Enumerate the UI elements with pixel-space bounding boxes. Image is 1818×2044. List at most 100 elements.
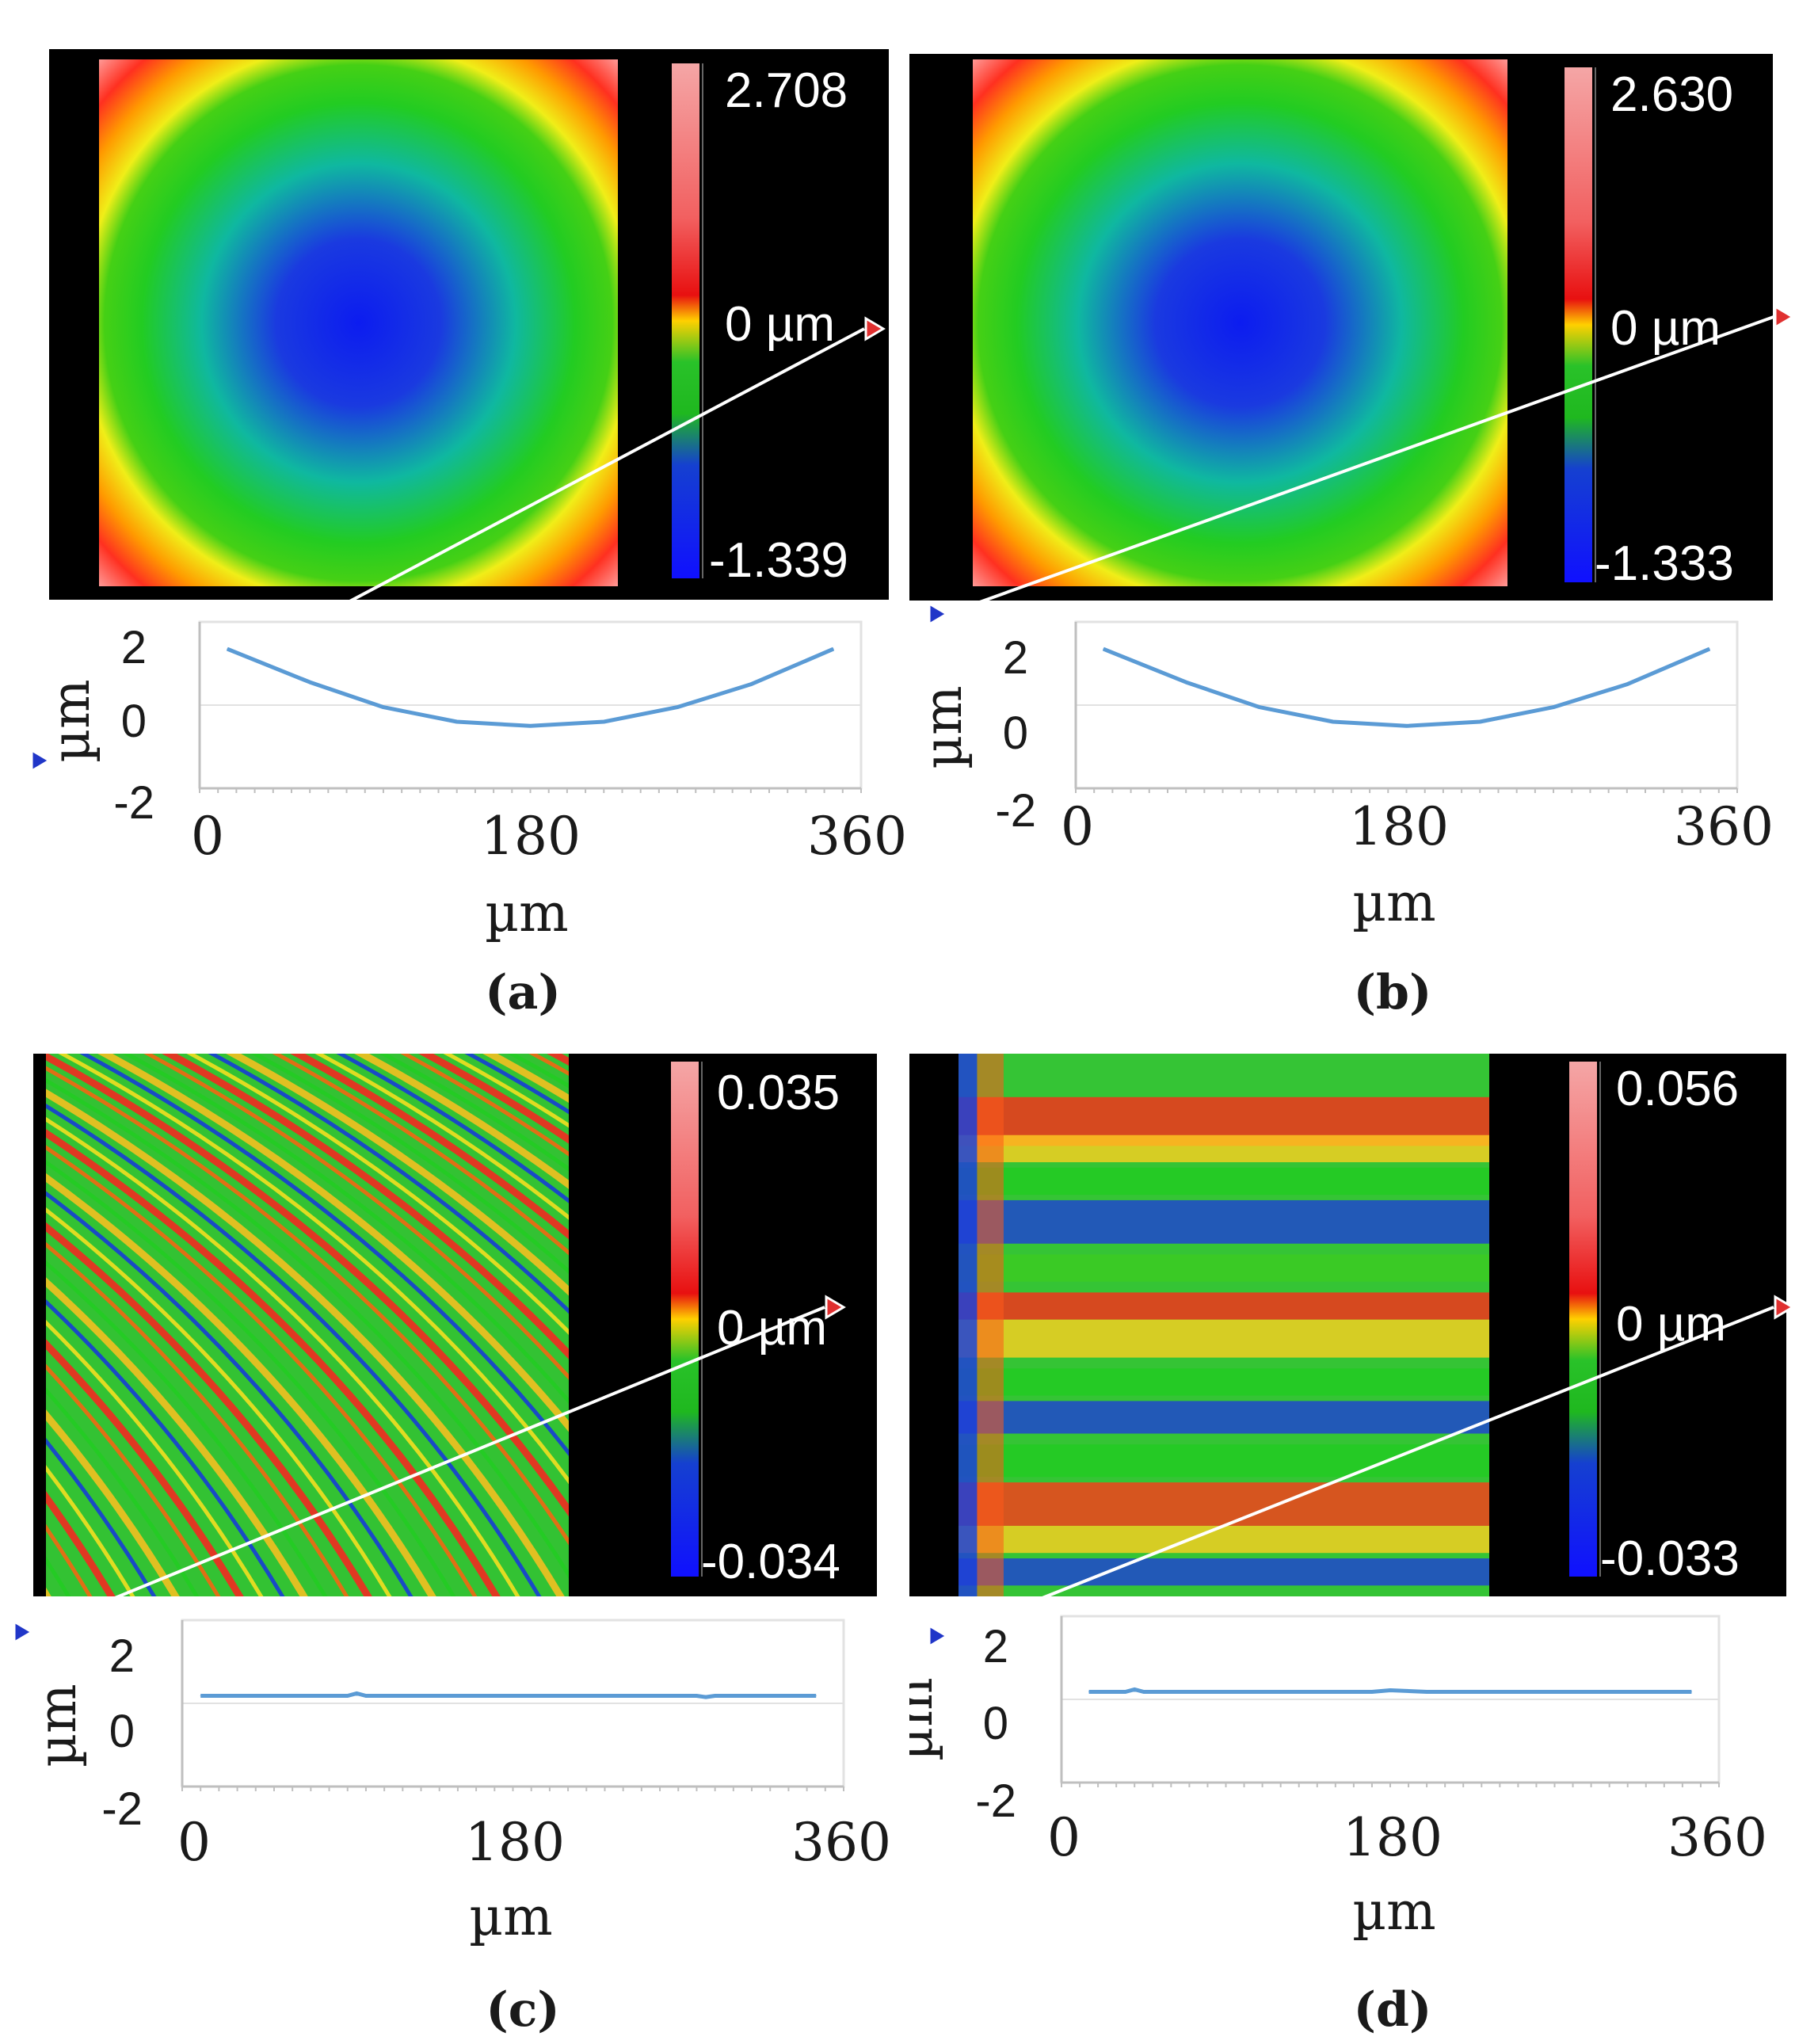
colorbar-min-label: -1.333 xyxy=(1595,536,1734,591)
scan-start-marker xyxy=(928,601,949,627)
texture-streak xyxy=(250,1054,569,1275)
profile-point xyxy=(365,1695,367,1697)
colorbar-mid-label: 0 µm xyxy=(725,297,835,352)
profile-point xyxy=(1626,684,1628,685)
panel-caption: (d) xyxy=(1353,1982,1432,2038)
scan-end-marker xyxy=(1774,1295,1795,1320)
x-tick-label: 360 xyxy=(807,806,907,867)
height-map-surface xyxy=(973,59,1507,586)
scan-start-marker xyxy=(30,748,51,773)
x-tick-label: 180 xyxy=(481,806,581,867)
colorbar xyxy=(671,1062,699,1577)
texture-streak xyxy=(46,1160,456,1596)
texture-band xyxy=(959,1558,1489,1586)
texture-edge xyxy=(959,1054,978,1596)
colorbar-mid-label: 0 µm xyxy=(1616,1297,1726,1352)
texture-streak xyxy=(46,1089,565,1596)
scan-line xyxy=(48,327,865,762)
profile-point xyxy=(1690,1691,1692,1693)
profile-point xyxy=(1709,648,1710,650)
profile-point xyxy=(833,648,834,650)
height-map-surface xyxy=(99,59,618,586)
texture-band xyxy=(959,1319,1489,1358)
x-axis-label: µm xyxy=(469,1886,552,1947)
scan-end-marker xyxy=(1774,304,1795,330)
texture-streak xyxy=(46,1339,244,1596)
texture-streak xyxy=(46,1387,200,1596)
profile-point xyxy=(750,684,752,685)
colorbar-min-label: -0.033 xyxy=(1600,1531,1740,1586)
profile-point xyxy=(696,1695,697,1697)
profile-point xyxy=(200,1695,201,1697)
texture-streak xyxy=(46,1054,569,1517)
x-tick-label: 360 xyxy=(1674,796,1774,857)
scan-line xyxy=(946,1306,1774,1638)
x-tick-label: 360 xyxy=(1667,1807,1767,1868)
texture-streak xyxy=(97,1054,569,1432)
y-tick-label: 2 xyxy=(1003,632,1028,684)
profile-series-line xyxy=(1088,1687,1692,1694)
profile-point xyxy=(1088,1691,1090,1693)
colorbar-max-label: 2.630 xyxy=(1610,67,1733,122)
texture-streak xyxy=(208,1054,569,1314)
scan-end-marker xyxy=(864,316,886,341)
texture-band xyxy=(959,1167,1489,1196)
graphics-layer xyxy=(909,1054,1795,1787)
texture-streak xyxy=(0,1022,27,1676)
profile-point xyxy=(1332,721,1334,723)
texture-streak xyxy=(46,1066,569,1546)
profile-point xyxy=(1143,1691,1145,1693)
y-tick-label: 0 xyxy=(109,1706,135,1757)
colorbar-max-label: 0.035 xyxy=(717,1066,840,1120)
texture-band xyxy=(959,1482,1489,1526)
y-tick-label: -2 xyxy=(113,777,154,829)
panel-caption: (c) xyxy=(486,1982,560,2038)
texture-band xyxy=(959,1254,1489,1282)
texture-streak xyxy=(46,1191,414,1596)
scan-line xyxy=(946,315,1774,616)
profile-point xyxy=(1479,721,1481,723)
height-map-surface xyxy=(0,1022,569,1676)
y-axis-label: µm xyxy=(909,1677,944,1760)
texture-streak xyxy=(0,1022,6,1676)
y-tick-label: 2 xyxy=(983,1621,1008,1672)
panel-d: 0.056 0 µm -0.033 2 0 -2 0 180 360 µm µm… xyxy=(909,1022,1818,2044)
texture-streak xyxy=(79,1054,569,1457)
x-tick-label: 180 xyxy=(1343,1807,1443,1868)
profile-point xyxy=(1125,1691,1126,1693)
x-tick-label: 360 xyxy=(791,1812,891,1873)
y-axis-label: µm xyxy=(40,679,101,762)
colorbar xyxy=(672,63,699,578)
y-tick-label: 0 xyxy=(121,696,147,747)
colorbar-mid-label: 0 µm xyxy=(1610,301,1721,356)
texture-band xyxy=(959,1525,1489,1554)
x-tick-label: 0 xyxy=(177,1812,211,1873)
texture-band xyxy=(959,1368,1489,1396)
graphics-layer xyxy=(909,54,1795,793)
texture-band xyxy=(959,1134,1489,1162)
profile-point xyxy=(356,1692,357,1694)
panel-caption: (a) xyxy=(485,965,561,1020)
colorbar-max-label: 2.708 xyxy=(725,63,848,118)
panel-c: 0.035 0 µm -0.034 2 0 -2 0 180 360 µm µm… xyxy=(0,1022,909,2044)
texture-band xyxy=(959,1292,1489,1320)
texture-streak xyxy=(46,1277,308,1596)
texture-streak xyxy=(46,1104,542,1596)
texture-band xyxy=(959,1444,1489,1478)
texture-streak xyxy=(46,1116,520,1596)
panel-caption: (b) xyxy=(1353,965,1432,1020)
y-axis-label: µm xyxy=(27,1684,88,1767)
texture-edge xyxy=(977,1054,1004,1596)
texture-streak xyxy=(46,1222,372,1596)
y-tick-label: 2 xyxy=(121,622,147,673)
y-tick-label: 2 xyxy=(109,1630,135,1682)
texture-streak xyxy=(46,1437,157,1596)
texture-streak xyxy=(46,1260,328,1596)
scan-start-marker xyxy=(13,1619,34,1645)
x-axis-label: µm xyxy=(1352,1881,1435,1942)
scan-end-marker xyxy=(825,1295,846,1320)
y-axis-label: µm xyxy=(913,685,974,768)
graphics-layer xyxy=(30,49,889,793)
texture-streak xyxy=(186,1054,569,1336)
colorbar-min-label: -1.339 xyxy=(709,533,848,588)
